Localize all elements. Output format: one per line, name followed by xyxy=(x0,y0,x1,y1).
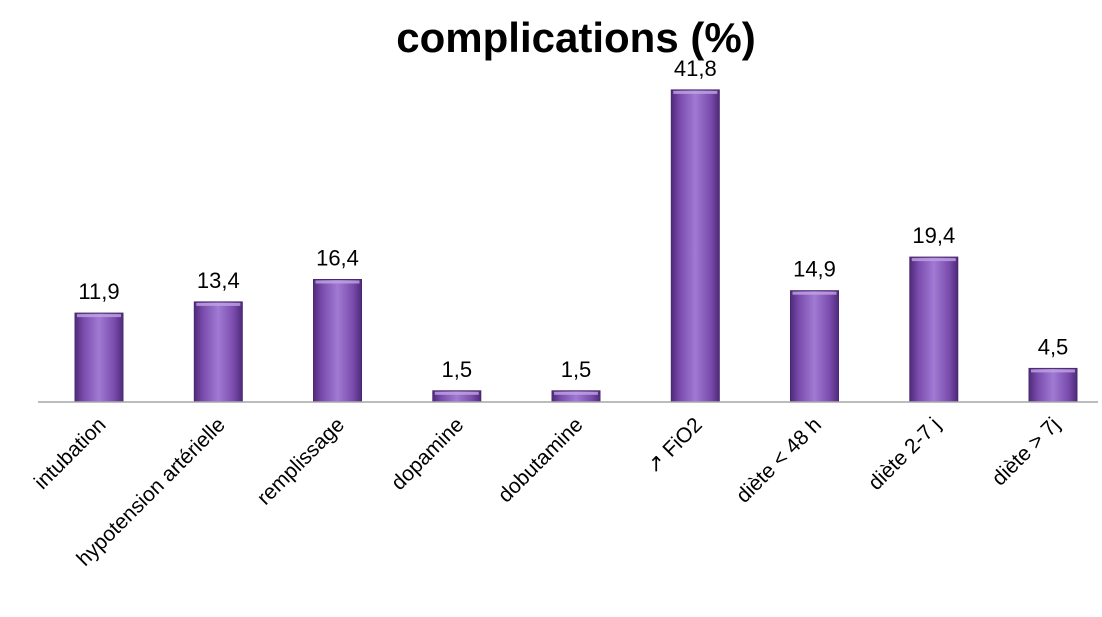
value-label-8: 4,5 xyxy=(1038,334,1069,359)
bar-highlight-8 xyxy=(1031,369,1075,373)
chart-title: complications (%) xyxy=(396,14,755,61)
category-label-3: dopamine xyxy=(387,413,468,494)
value-label-4: 1,5 xyxy=(561,357,592,382)
bar-highlight-4 xyxy=(554,391,598,395)
bar-highlight-5 xyxy=(673,90,718,94)
category-label-0: intubation xyxy=(30,413,111,494)
value-label-1: 13,4 xyxy=(197,268,240,293)
bar-5 xyxy=(670,89,720,403)
bar-2 xyxy=(313,279,362,403)
category-label-2: remplissage xyxy=(253,413,349,509)
bar-highlight-3 xyxy=(434,391,479,395)
value-label-6: 14,9 xyxy=(793,257,836,282)
value-label-2: 16,4 xyxy=(316,246,359,271)
category-label-6: diète < 48 h xyxy=(732,413,826,507)
category-label-8: diète > 7j xyxy=(988,413,1065,490)
bar-highlight-7 xyxy=(911,258,956,262)
bar-highlight-6 xyxy=(792,291,837,295)
value-label-3: 1,5 xyxy=(442,357,473,382)
category-label-4: dobutamine xyxy=(494,413,588,507)
bar-7 xyxy=(909,256,959,403)
bar-highlight-1 xyxy=(196,302,241,306)
bar-highlight-2 xyxy=(315,280,360,284)
bar-8 xyxy=(1028,367,1078,403)
value-label-5: 41,8 xyxy=(674,56,717,81)
bar-0 xyxy=(74,312,124,403)
bar-highlight-0 xyxy=(77,314,121,318)
category-label-7: diète 2-7 j xyxy=(864,413,945,494)
bars-layer xyxy=(74,89,1078,403)
bar-6 xyxy=(790,290,839,403)
bar-1 xyxy=(193,301,243,403)
value-labels-layer: 11,9 13,4 16,4 1,5 1,5 41,8 14,9 19,4 4,5 xyxy=(78,56,1068,382)
value-label-7: 19,4 xyxy=(912,223,955,248)
category-label-5: ↗ FiO2 xyxy=(642,413,707,478)
value-label-0: 11,9 xyxy=(78,279,119,304)
